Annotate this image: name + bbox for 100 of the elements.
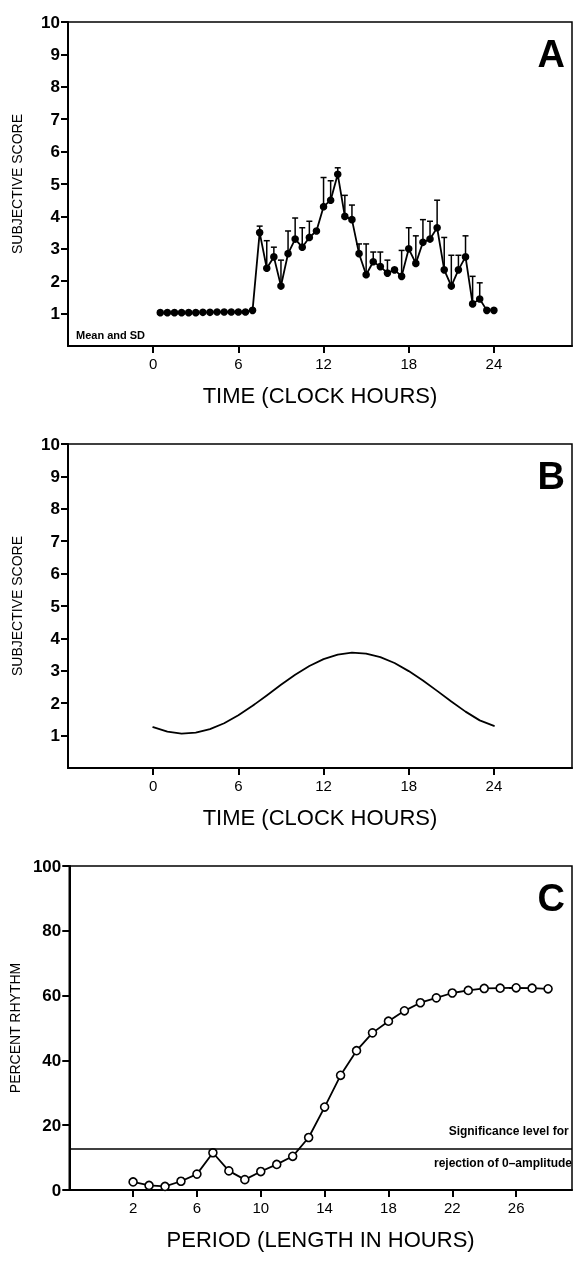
y-tick-label: 1: [50, 304, 60, 324]
x-tick-label: 2: [128, 1199, 138, 1216]
x-tick-label: 12: [315, 355, 332, 372]
point: [527, 983, 537, 993]
y-tick-label: 5: [50, 596, 60, 616]
point: [255, 1166, 266, 1177]
point: [433, 223, 441, 232]
point: [156, 308, 165, 317]
x-tick-label: 6: [234, 355, 243, 372]
y-tick-label: 6: [50, 142, 60, 162]
point: [326, 196, 335, 204]
y-tick-label: 1: [50, 726, 60, 746]
point: [415, 997, 426, 1008]
point: [511, 983, 521, 993]
point: [319, 202, 328, 211]
point: [287, 1151, 298, 1162]
point: [144, 1180, 154, 1191]
point: [447, 282, 456, 290]
point: [240, 1174, 250, 1185]
point: [160, 1181, 170, 1192]
point: [479, 983, 490, 994]
y-tick-label: 0: [51, 1180, 62, 1200]
x-tick-label: 22: [443, 1199, 461, 1216]
y-tick-label: 5: [50, 174, 60, 194]
y-tick-label: 7: [50, 531, 60, 551]
chart-title: A: [537, 33, 566, 75]
x-tick-label: 18: [400, 355, 418, 372]
point: [543, 984, 553, 994]
x-axis-title: PERIOD (LENGTH IN HOURS): [166, 1226, 475, 1252]
point: [463, 985, 474, 996]
y-tick-label: 80: [42, 921, 62, 941]
point: [419, 238, 427, 247]
y-tick-label: 10: [41, 434, 60, 454]
point: [495, 983, 505, 993]
y-tick-label: 60: [42, 986, 62, 1006]
y-axis-title: SUBJECTIVE SCORE: [9, 535, 25, 677]
point: [241, 308, 250, 316]
point: [192, 1169, 202, 1179]
point: [351, 1045, 362, 1056]
point: [461, 253, 470, 261]
point: [220, 308, 228, 316]
point: [270, 253, 278, 261]
point: [390, 266, 399, 274]
x-tick-label: 18: [400, 777, 418, 794]
x-tick-label: 14: [316, 1199, 333, 1216]
point: [447, 988, 458, 998]
annotation: Mean and SD: [76, 328, 146, 341]
point: [335, 1070, 346, 1081]
line-series: [152, 651, 495, 735]
y-tick-label: 3: [50, 661, 60, 681]
point: [213, 308, 221, 316]
point: [128, 1177, 138, 1187]
point: [383, 1016, 394, 1026]
point: [303, 1132, 314, 1143]
point: [199, 308, 207, 317]
y-tick-label: 20: [42, 1115, 62, 1135]
y-tick-label: 9: [50, 44, 60, 64]
point: [355, 249, 363, 258]
point: [170, 308, 179, 317]
point: [248, 306, 257, 315]
y-tick-label: 8: [50, 499, 60, 519]
point: [319, 1102, 330, 1112]
y-tick-label: 40: [42, 1050, 62, 1070]
x-tick-label: 0: [149, 777, 158, 794]
y-tick-label: 6: [50, 564, 60, 584]
x-axis-title: TIME (CLOCK HOURS): [202, 382, 438, 408]
y-tick-label: 8: [50, 77, 60, 97]
y-tick-label: 3: [50, 239, 60, 259]
point: [206, 308, 214, 317]
point: [277, 282, 285, 290]
x-tick-label: 10: [252, 1199, 270, 1216]
point: [367, 1028, 378, 1038]
point: [454, 266, 463, 274]
y-tick-label: 100: [32, 856, 62, 876]
point: [333, 170, 342, 179]
y-axis-title: PERCENT RHYTHM: [7, 962, 23, 1094]
point: [426, 235, 434, 243]
point: [234, 308, 243, 316]
point: [376, 262, 385, 271]
point: [191, 308, 200, 317]
point: [312, 227, 321, 235]
point: [262, 264, 271, 273]
x-axis-title: TIME (CLOCK HOURS): [202, 804, 438, 830]
point: [383, 269, 392, 277]
point: [291, 235, 299, 243]
y-tick-label: 2: [50, 271, 60, 291]
x-tick-label: 6: [234, 777, 243, 794]
point: [224, 1166, 234, 1176]
point: [184, 308, 193, 317]
point: [475, 295, 484, 303]
chart-title: B: [537, 455, 566, 497]
y-tick-label: 9: [50, 466, 60, 486]
point: [341, 212, 349, 221]
x-tick-label: 12: [315, 777, 332, 794]
point: [369, 257, 378, 266]
point: [362, 270, 370, 279]
point: [305, 233, 314, 242]
point: [227, 308, 236, 316]
x-tick-label: 26: [507, 1199, 525, 1216]
x-tick-label: 24: [485, 777, 503, 794]
